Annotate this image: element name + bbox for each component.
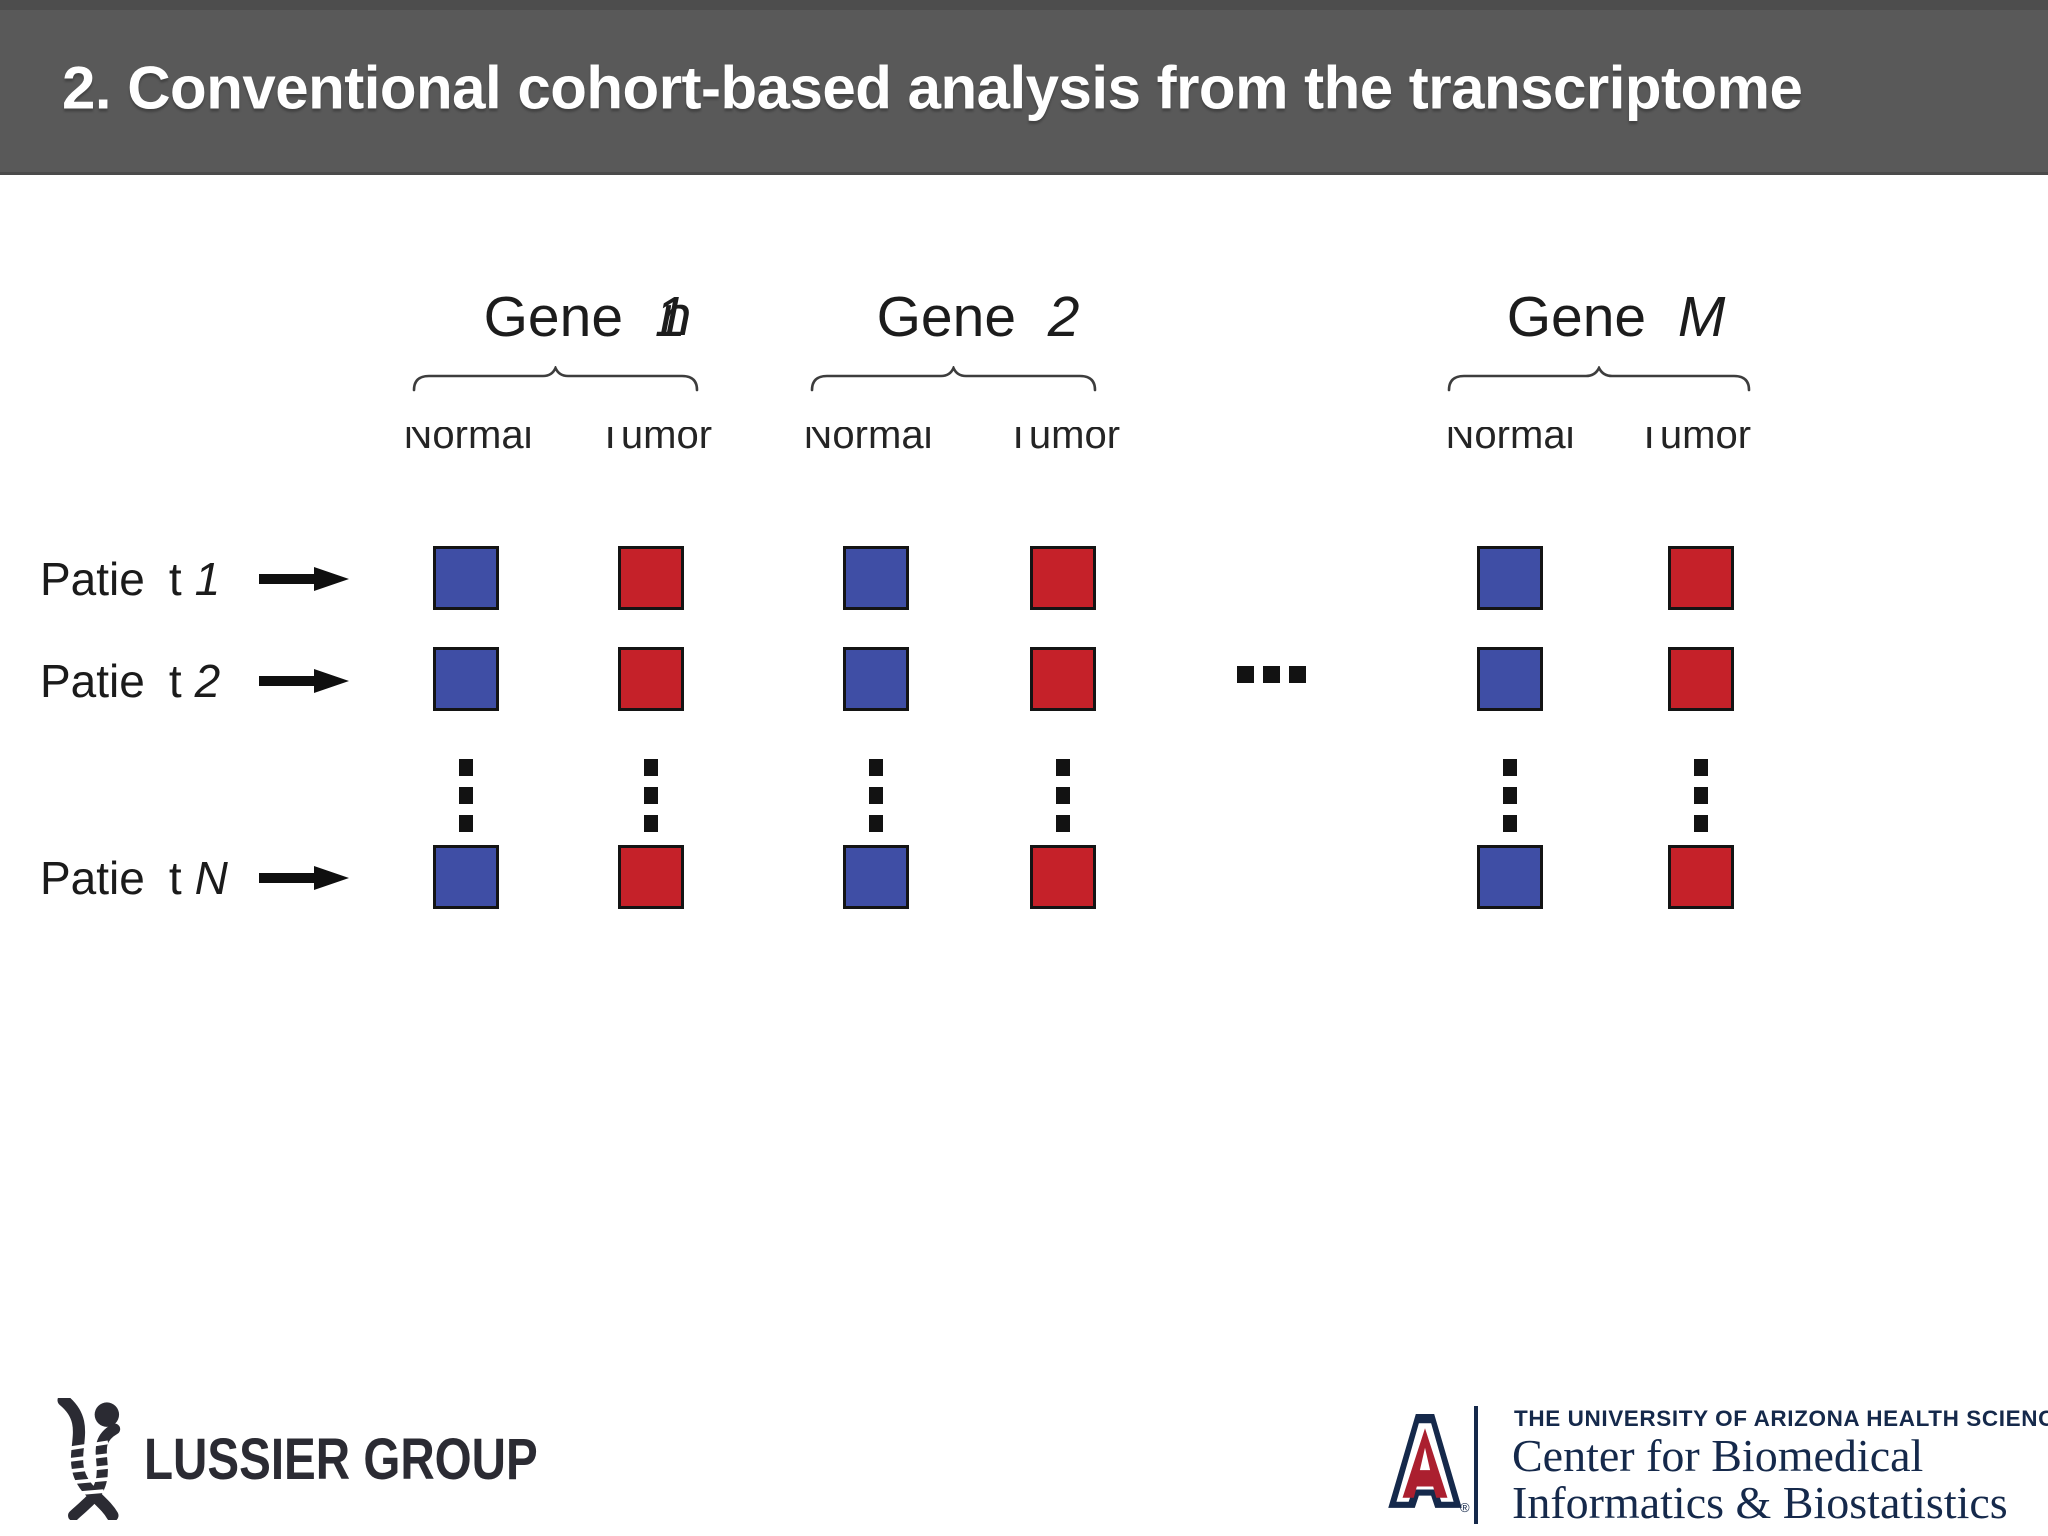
dna-helix-icon xyxy=(57,1398,121,1520)
gene-1-brace xyxy=(412,366,699,392)
matrix-cell xyxy=(618,845,684,909)
title-bar: 2. Conventional cohort-based analysis fr… xyxy=(0,10,2048,172)
slide-title: 2. Conventional cohort-based analysis fr… xyxy=(62,54,1803,122)
matrix-cell xyxy=(433,647,499,711)
ua-health-sciences-line: THE UNIVERSITY OF ARIZONA HEALTH SCIENCE… xyxy=(1514,1406,2048,1431)
matrix-cell xyxy=(1668,546,1734,610)
gene-m-brace xyxy=(1447,366,1751,392)
patient-1-label: Patie t 1 xyxy=(40,553,221,605)
matrix-cell xyxy=(1030,845,1096,909)
top-strip xyxy=(0,0,2048,10)
matrix-cell xyxy=(1030,546,1096,610)
gene-1-prefix: Gene xyxy=(483,285,624,349)
matrix-cell xyxy=(1668,845,1734,909)
matrix-cell xyxy=(843,546,909,610)
matrix-cell xyxy=(1477,845,1543,909)
gene-m-prefix: Gene xyxy=(1506,285,1647,349)
gene-m-label: Gene M xyxy=(1507,284,1726,350)
patient-1-arrow-icon xyxy=(259,567,349,591)
lussier-group-logo: LUSSIER GROUP xyxy=(42,1398,624,1520)
gene-1-ghost-glyph: n xyxy=(659,284,692,348)
vertical-ellipsis xyxy=(1056,759,1070,832)
ua-center-line: Center for Biomedical xyxy=(1512,1430,1924,1481)
ua-text-block: THE UNIVERSITY OF ARIZONA HEALTH SCIENCE… xyxy=(1512,1404,2048,1526)
lussier-group-wordmark: LUSSIER GROUP xyxy=(144,1426,538,1492)
patient-n-label: Patie t N xyxy=(40,852,228,904)
label-clip-mask xyxy=(1420,393,1780,427)
vertical-ellipsis xyxy=(1503,759,1517,832)
matrix-cell xyxy=(618,647,684,711)
gene-2-prefix: Gene xyxy=(876,285,1017,349)
horizontal-ellipsis xyxy=(1237,666,1306,683)
matrix-cell xyxy=(1668,647,1734,711)
matrix-cell xyxy=(843,845,909,909)
gene-2-label: Gene 2 xyxy=(877,284,1080,350)
label-clip-mask xyxy=(785,393,1135,427)
label-clip-mask xyxy=(385,393,735,427)
vertical-ellipsis xyxy=(459,759,473,832)
matrix-cell xyxy=(1030,647,1096,711)
ua-informatics-line: Informatics & Biostatistics xyxy=(1512,1477,2008,1528)
patient-2-label: Patie t 2 xyxy=(40,655,221,707)
vertical-ellipsis xyxy=(1694,759,1708,832)
vertical-ellipsis xyxy=(869,759,883,832)
matrix-cell xyxy=(433,546,499,610)
vertical-ellipsis xyxy=(644,759,658,832)
arizona-block-a-icon xyxy=(1388,1414,1462,1508)
registered-trademark: ® xyxy=(1460,1500,1470,1515)
matrix-cell xyxy=(433,845,499,909)
matrix-cell xyxy=(843,647,909,711)
matrix-cell xyxy=(618,546,684,610)
gene-2-number: 2 xyxy=(1047,285,1080,349)
gene-2-brace xyxy=(810,366,1097,392)
matrix-cell xyxy=(1477,647,1543,711)
patient-n-arrow-icon xyxy=(259,866,349,890)
gene-m-number: M xyxy=(1677,285,1726,349)
matrix-cell xyxy=(1477,546,1543,610)
patient-2-arrow-icon xyxy=(259,669,349,693)
logo-divider xyxy=(1474,1406,1478,1524)
